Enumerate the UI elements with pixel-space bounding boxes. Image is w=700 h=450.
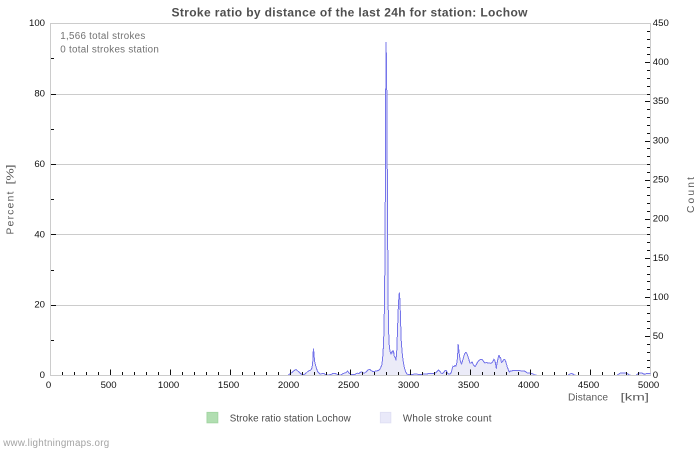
svg-text:0: 0 (40, 370, 45, 381)
svg-text:150: 150 (653, 253, 669, 264)
svg-text:0 total strokes station: 0 total strokes station (60, 44, 159, 55)
svg-text:300: 300 (653, 135, 669, 146)
svg-text:60: 60 (34, 159, 45, 170)
svg-text:Stroke ratio by distance of th: Stroke ratio by distance of the last 24h… (172, 5, 529, 19)
svg-text:0: 0 (46, 380, 51, 391)
svg-text:200: 200 (653, 214, 669, 225)
svg-text:350: 350 (653, 96, 669, 107)
svg-text:20: 20 (34, 300, 45, 311)
svg-text:5000: 5000 (638, 380, 659, 391)
svg-text:400: 400 (653, 57, 669, 68)
svg-text:3500: 3500 (458, 380, 479, 391)
svg-text:Distance: Distance (568, 392, 608, 403)
svg-text:Whole stroke count: Whole stroke count (403, 414, 492, 425)
svg-text:1,566 total strokes: 1,566 total strokes (60, 31, 145, 42)
svg-text:[%]: [%] (6, 164, 17, 184)
svg-text:1000: 1000 (158, 380, 179, 391)
svg-text:Percent: Percent (6, 191, 17, 234)
svg-text:500: 500 (101, 380, 117, 391)
svg-text:100: 100 (29, 18, 45, 29)
svg-text:4500: 4500 (578, 380, 599, 391)
svg-text:3000: 3000 (398, 380, 419, 391)
svg-text:2500: 2500 (338, 380, 359, 391)
svg-text:www.lightningmaps.org: www.lightningmaps.org (2, 438, 109, 449)
svg-text:Stroke ratio station Lochow: Stroke ratio station Lochow (230, 414, 352, 425)
svg-text:2000: 2000 (278, 380, 299, 391)
svg-text:[km]: [km] (621, 392, 650, 403)
svg-text:100: 100 (653, 292, 669, 303)
svg-text:40: 40 (34, 229, 45, 240)
svg-text:250: 250 (653, 175, 669, 186)
svg-text:80: 80 (34, 88, 45, 99)
svg-text:1500: 1500 (218, 380, 239, 391)
svg-text:0: 0 (653, 370, 658, 381)
svg-text:Count: Count (686, 177, 697, 213)
svg-text:450: 450 (653, 18, 669, 29)
svg-text:50: 50 (653, 331, 664, 342)
svg-text:4000: 4000 (518, 380, 539, 391)
